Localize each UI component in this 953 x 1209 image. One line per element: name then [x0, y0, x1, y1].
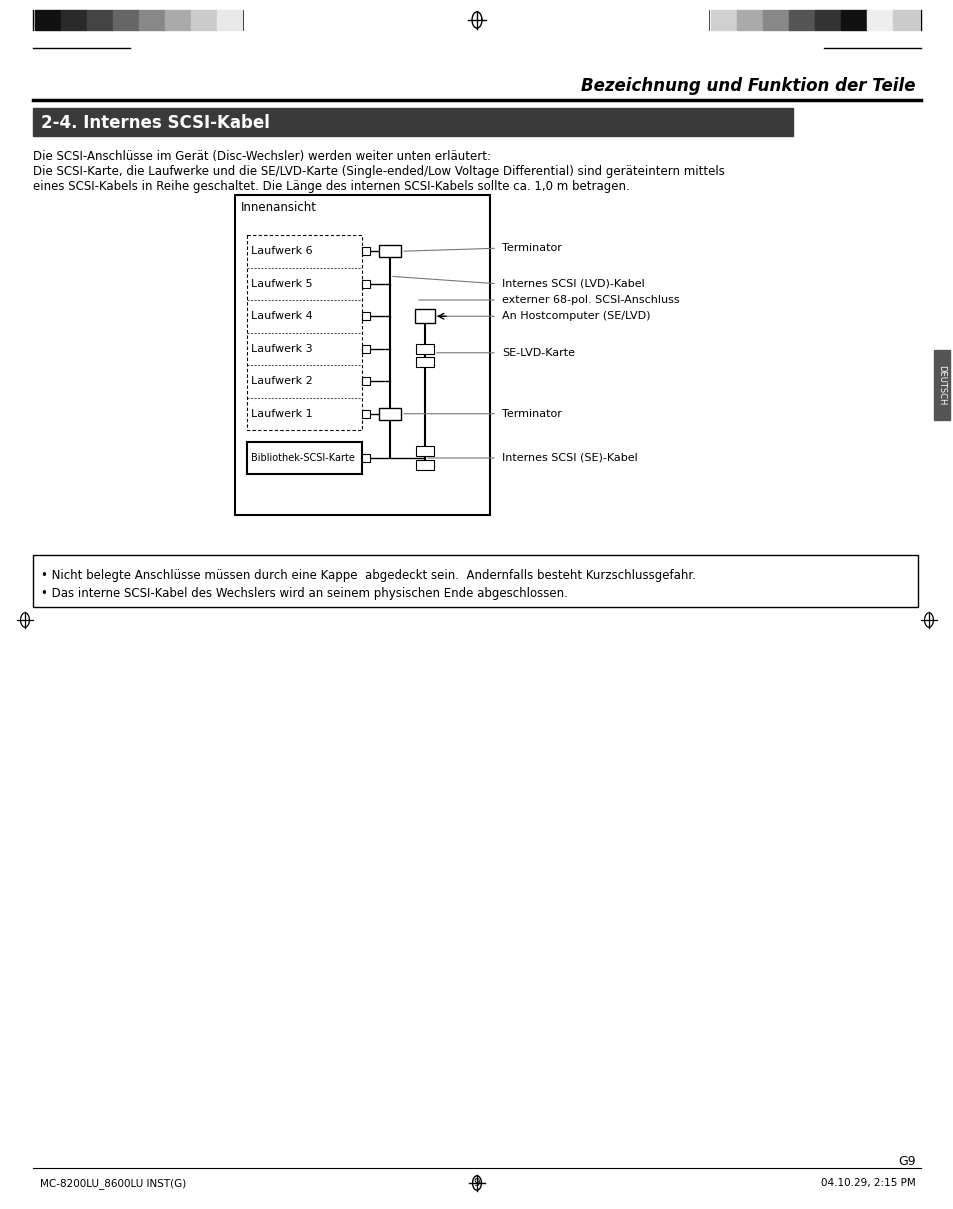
Bar [61, 10, 87, 30]
Text: Laufwerk 5: Laufwerk 5 [251, 279, 313, 289]
Bar [35, 10, 61, 30]
Bar [247, 235, 361, 430]
Text: Laufwerk 4: Laufwerk 4 [251, 311, 313, 322]
Bar [361, 410, 370, 418]
Bar [234, 195, 490, 515]
Bar [378, 245, 400, 258]
Text: An Hostcomputer (SE/LVD): An Hostcomputer (SE/LVD) [501, 311, 650, 322]
Bar [892, 10, 918, 30]
Bar [866, 10, 892, 30]
Text: 2-4. Internes SCSI-Kabel: 2-4. Internes SCSI-Kabel [41, 114, 270, 132]
Text: eines SCSI-Kabels in Reihe geschaltet. Die Länge des internen SCSI-Kabels sollte: eines SCSI-Kabels in Reihe geschaltet. D… [33, 180, 629, 193]
Bar [710, 10, 737, 30]
Bar [378, 407, 400, 420]
Text: • Das interne SCSI-Kabel des Wechslers wird an seinem physischen Ende abgeschlos: • Das interne SCSI-Kabel des Wechslers w… [41, 588, 567, 600]
Bar [87, 10, 112, 30]
Text: Laufwerk 2: Laufwerk 2 [251, 376, 313, 386]
Text: Terminator: Terminator [501, 243, 561, 253]
Bar [361, 455, 370, 462]
Text: MC-8200LU_8600LU INST(G): MC-8200LU_8600LU INST(G) [40, 1178, 186, 1188]
Bar [361, 279, 370, 288]
Bar [33, 108, 792, 135]
Bar [247, 442, 361, 474]
Bar [361, 312, 370, 320]
Text: Die SCSI-Anschlüsse im Gerät (Disc-Wechsler) werden weiter unten erläutert:: Die SCSI-Anschlüsse im Gerät (Disc-Wechs… [33, 150, 491, 163]
Bar [416, 343, 434, 354]
Bar [361, 248, 370, 255]
Bar [361, 377, 370, 386]
Text: Bezeichnung und Funktion der Teile: Bezeichnung und Funktion der Teile [581, 77, 915, 96]
Bar [814, 10, 841, 30]
Bar [416, 357, 434, 366]
Bar [841, 10, 866, 30]
Bar [933, 349, 949, 420]
Text: G9: G9 [898, 1155, 915, 1168]
Text: Internes SCSI (LVD)-Kabel: Internes SCSI (LVD)-Kabel [501, 279, 644, 289]
Bar [191, 10, 216, 30]
Text: Laufwerk 3: Laufwerk 3 [251, 343, 313, 354]
Bar [139, 10, 165, 30]
Bar [737, 10, 762, 30]
Text: Laufwerk 6: Laufwerk 6 [251, 247, 313, 256]
Bar [33, 555, 917, 607]
Bar [165, 10, 191, 30]
Text: Bibliothek-SCSI-Karte: Bibliothek-SCSI-Karte [251, 453, 355, 463]
Text: Innenansicht: Innenansicht [241, 201, 316, 214]
Text: • Nicht belegte Anschlüsse müssen durch eine Kappe  abgedeckt sein.  Andernfalls: • Nicht belegte Anschlüsse müssen durch … [41, 569, 696, 582]
Text: SE-LVD-Karte: SE-LVD-Karte [501, 348, 575, 358]
Text: 9: 9 [474, 1178, 479, 1188]
Text: externer 68-pol. SCSI-Anschluss: externer 68-pol. SCSI-Anschluss [501, 295, 679, 305]
Bar [762, 10, 788, 30]
Text: Die SCSI-Karte, die Laufwerke und die SE/LVD-Karte (Single-ended/Low Voltage Dif: Die SCSI-Karte, die Laufwerke und die SE… [33, 164, 724, 178]
Bar [216, 10, 243, 30]
Bar [361, 345, 370, 353]
Text: Internes SCSI (SE)-Kabel: Internes SCSI (SE)-Kabel [501, 453, 638, 463]
Text: 04.10.29, 2:15 PM: 04.10.29, 2:15 PM [821, 1178, 915, 1188]
Text: Laufwerk 1: Laufwerk 1 [251, 409, 313, 418]
Bar [416, 459, 434, 470]
Text: Terminator: Terminator [501, 409, 561, 418]
Bar [112, 10, 139, 30]
Text: DEUTSCH: DEUTSCH [937, 365, 945, 405]
Bar [416, 446, 434, 456]
Bar [788, 10, 814, 30]
Bar [415, 310, 435, 323]
